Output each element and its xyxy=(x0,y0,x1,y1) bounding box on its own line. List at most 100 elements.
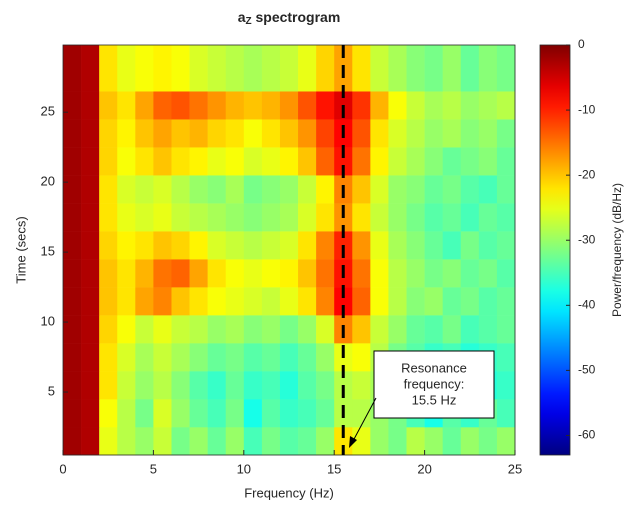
cell xyxy=(171,399,190,428)
cell xyxy=(298,91,317,120)
cell xyxy=(153,399,172,428)
cell xyxy=(352,203,371,232)
cell xyxy=(460,427,480,456)
cell xyxy=(99,231,118,260)
cell xyxy=(388,119,407,148)
cell xyxy=(207,287,227,316)
cell xyxy=(81,45,100,92)
cell xyxy=(370,315,389,344)
cell xyxy=(189,343,208,372)
cell xyxy=(225,119,245,148)
cell xyxy=(496,45,516,92)
cell xyxy=(99,399,118,428)
cell xyxy=(496,203,516,232)
cell xyxy=(352,147,371,176)
colorbar-tick-label: -40 xyxy=(578,297,596,311)
cell xyxy=(135,91,154,120)
cell xyxy=(424,45,443,92)
cell xyxy=(81,371,100,400)
cell xyxy=(135,427,154,456)
cell xyxy=(153,147,172,176)
cell xyxy=(99,343,118,372)
cell xyxy=(298,427,317,456)
cell xyxy=(279,91,299,120)
cell xyxy=(189,287,208,316)
cell xyxy=(117,427,136,456)
cell xyxy=(334,427,353,456)
cell xyxy=(171,91,190,120)
cell xyxy=(81,147,100,176)
cell xyxy=(442,147,462,176)
cell xyxy=(153,343,172,372)
cell xyxy=(207,371,227,400)
cell xyxy=(406,203,425,232)
colorbar-label: Power/frequency (dB/Hz) xyxy=(610,183,624,317)
plot-frame xyxy=(62,44,516,456)
cell xyxy=(63,399,82,428)
cell xyxy=(207,259,227,288)
cell xyxy=(370,147,389,176)
cell xyxy=(424,203,443,232)
cell xyxy=(81,119,100,148)
cell xyxy=(81,399,100,428)
cell xyxy=(316,287,335,316)
colorbar-tick-label: -50 xyxy=(578,363,596,377)
cell xyxy=(189,315,208,344)
cell xyxy=(261,427,281,456)
cell xyxy=(279,119,299,148)
cell xyxy=(460,287,480,316)
cell xyxy=(117,91,136,120)
cell xyxy=(153,119,172,148)
cell xyxy=(99,175,118,204)
cell xyxy=(370,45,389,92)
cell xyxy=(99,45,118,92)
cell xyxy=(153,45,172,92)
cell xyxy=(279,399,299,428)
cell xyxy=(189,147,208,176)
cell xyxy=(243,287,263,316)
cell xyxy=(298,399,317,428)
cell xyxy=(99,287,118,316)
cell xyxy=(153,427,172,456)
cell xyxy=(225,259,245,288)
cell xyxy=(442,427,462,456)
cell xyxy=(63,119,82,148)
cell xyxy=(352,91,371,120)
cell xyxy=(225,231,245,260)
cell xyxy=(460,315,480,344)
x-tick-label: 20 xyxy=(417,461,431,476)
cell xyxy=(117,315,136,344)
colorbar-tick-label: -60 xyxy=(578,428,596,442)
cell xyxy=(243,203,263,232)
cell xyxy=(189,175,208,204)
cell xyxy=(370,91,389,120)
cell xyxy=(370,259,389,288)
cell xyxy=(316,175,335,204)
cell xyxy=(153,231,172,260)
cell xyxy=(370,231,389,260)
cell xyxy=(478,175,498,204)
cell xyxy=(207,119,227,148)
cell xyxy=(261,91,281,120)
cell xyxy=(135,231,154,260)
cell xyxy=(243,119,263,148)
cell xyxy=(442,287,462,316)
cell xyxy=(478,427,498,456)
cell xyxy=(478,203,498,232)
cell xyxy=(279,203,299,232)
cell xyxy=(63,147,82,176)
cell xyxy=(261,203,281,232)
cell xyxy=(370,427,389,456)
cell xyxy=(225,175,245,204)
cell xyxy=(406,119,425,148)
cell xyxy=(406,91,425,120)
cell xyxy=(370,203,389,232)
cell xyxy=(424,175,443,204)
cell xyxy=(406,259,425,288)
cell xyxy=(189,399,208,428)
cell xyxy=(261,315,281,344)
cell xyxy=(279,231,299,260)
cell xyxy=(189,119,208,148)
cell xyxy=(442,315,462,344)
